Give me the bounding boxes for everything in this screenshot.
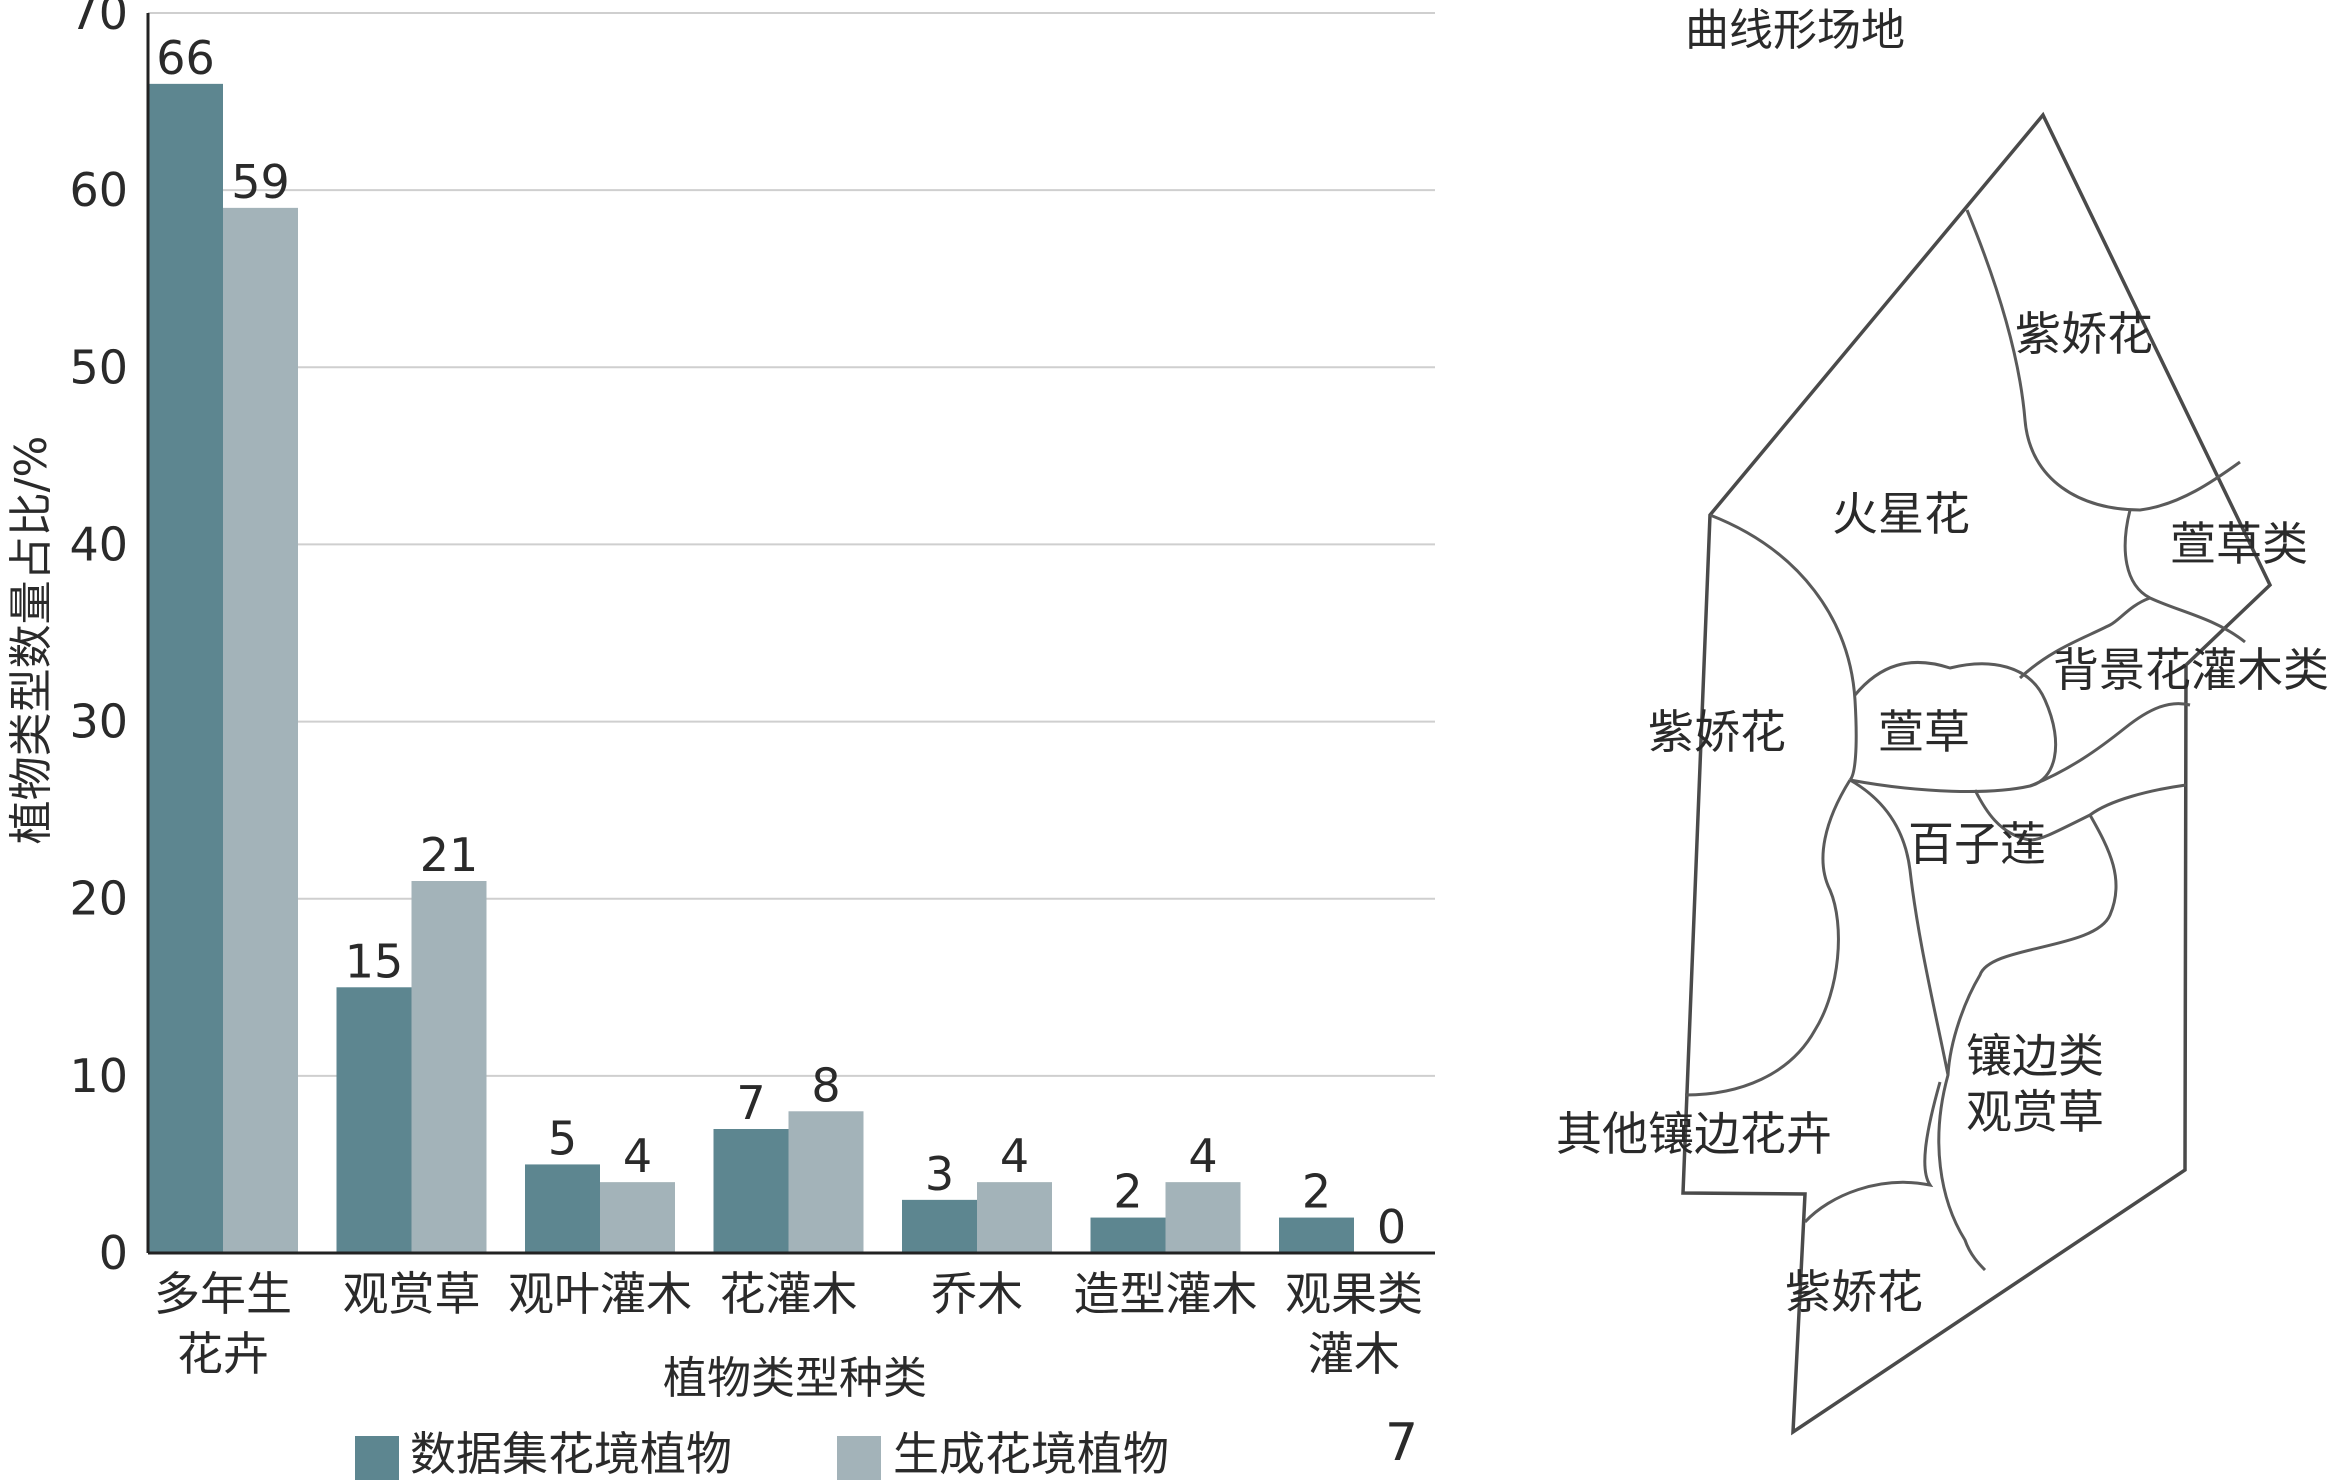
grid-lines — [148, 12, 1435, 1077]
y-tick-labels: 0 10 20 30 40 50 60 70 — [69, 0, 128, 1280]
y-tick-label: 0 — [99, 1226, 128, 1280]
y-tick-label: 40 — [69, 517, 128, 571]
label-zijiaohua-bottom: 紫娇花 — [1785, 1265, 1923, 1319]
label-huoxinghua: 火星花 — [1832, 487, 1970, 541]
y-tick-label: 10 — [69, 1049, 128, 1103]
data-label: 7 — [736, 1076, 765, 1130]
category-label: 乔木 — [931, 1267, 1023, 1321]
category-label: 观叶灌木 — [508, 1267, 692, 1321]
category-label: 观果类 — [1285, 1267, 1423, 1321]
site-plan-title: 曲线形场地 — [1685, 5, 1905, 56]
bar-generated-3 — [788, 1111, 864, 1253]
legend: 数据集花境植物 生成花境植物 — [355, 1427, 1169, 1481]
data-labels: 66 15 5 7 3 2 2 59 21 4 8 4 4 0 — [156, 31, 1406, 1254]
category-label: 观赏草 — [343, 1267, 481, 1321]
bar-dataset-2 — [525, 1164, 600, 1253]
region-boundary-qita — [1803, 1081, 1942, 1224]
bar-generated-4 — [977, 1182, 1052, 1253]
label-xuancao: 萱草 — [1878, 705, 1970, 759]
site-plan-diagram: 曲线形场地 — [1681, 5, 2273, 1436]
category-label: 造型灌木 — [1074, 1267, 1258, 1321]
label-xuancaolei: 萱草类 — [2170, 517, 2308, 571]
bar-dataset-3 — [713, 1129, 789, 1253]
bar-dataset-1 — [336, 987, 412, 1253]
bar-generated-2 — [600, 1182, 675, 1253]
x-axis-title: 植物类型种类 — [663, 1353, 927, 1404]
y-tick-label: 20 — [69, 872, 128, 926]
category-label: 多年生 — [154, 1267, 292, 1321]
data-label: 4 — [1188, 1129, 1217, 1183]
region-boundary-left-arc — [1709, 513, 1858, 782]
bars — [148, 83, 1354, 1253]
y-tick-label: 30 — [69, 695, 128, 749]
data-label: 21 — [420, 828, 479, 882]
label-xiangbian-line1: 镶边类 — [1966, 1029, 2104, 1083]
data-label: 59 — [231, 155, 290, 209]
bar-dataset-4 — [902, 1199, 977, 1253]
bar-dataset-6 — [1279, 1217, 1354, 1253]
category-label: 花卉 — [177, 1327, 269, 1381]
y-tick-label: 70 — [69, 0, 128, 40]
legend-label-generated: 生成花境植物 — [893, 1427, 1169, 1481]
label-zijiaohua-top: 紫娇花 — [2015, 307, 2153, 361]
y-axis-title: 植物类型数量占比/% — [6, 436, 57, 845]
region-boundary-background-top — [2018, 596, 2151, 680]
label-xiangbian-line2: 观赏草 — [1966, 1085, 2104, 1139]
data-label: 2 — [1113, 1165, 1142, 1219]
legend-swatch-dataset — [355, 1436, 399, 1480]
site-plan-labels: 紫娇花 火星花 萱草类 背景花灌木类 紫娇花 萱草 百子莲 镶边类 观赏草 其他… — [1556, 307, 2329, 1319]
site-outline — [1681, 111, 2273, 1436]
region-boundary-background-bottom — [2029, 702, 2191, 788]
bar-dataset-0 — [148, 83, 223, 1253]
region-boundary-baizilian-right — [1973, 783, 2187, 842]
data-label: 15 — [345, 934, 404, 988]
legend-swatch-generated — [837, 1436, 881, 1480]
label-baizilian: 百子莲 — [1908, 817, 2046, 871]
label-zijiaohua-left: 紫娇花 — [1648, 705, 1786, 759]
y-tick-label: 50 — [69, 340, 128, 394]
region-boundary-xiangbian — [1937, 814, 2118, 1272]
data-label: 0 — [1377, 1200, 1406, 1254]
data-label: 5 — [548, 1111, 577, 1165]
bar-generated-1 — [411, 881, 487, 1253]
bar-generated-5 — [1165, 1182, 1241, 1253]
label-qita: 其他镶边花卉 — [1556, 1107, 1832, 1161]
bar-dataset-5 — [1090, 1217, 1166, 1253]
data-label: 2 — [1302, 1165, 1331, 1219]
data-label: 8 — [811, 1058, 840, 1112]
category-label: 花灌木 — [720, 1267, 858, 1321]
data-label: 66 — [156, 31, 215, 85]
data-label: 4 — [623, 1129, 652, 1183]
legend-label-dataset: 数据集花境植物 — [410, 1427, 732, 1481]
region-boundary-zijiaohua-top — [1965, 209, 2241, 512]
data-label: 4 — [1000, 1129, 1029, 1183]
region-boundary-baizilian-left — [1849, 778, 1950, 1076]
panel-number: 7 — [1385, 1413, 1418, 1473]
label-beijing: 背景花灌木类 — [2053, 643, 2329, 697]
bar-generated-0 — [223, 207, 298, 1253]
category-label: 灌木 — [1308, 1327, 1400, 1381]
region-boundary-zijiaohua-left-lower — [1684, 779, 1852, 1097]
data-label: 3 — [925, 1147, 954, 1201]
region-boundary-xuancao — [1849, 660, 2058, 794]
y-tick-label: 60 — [69, 163, 128, 217]
